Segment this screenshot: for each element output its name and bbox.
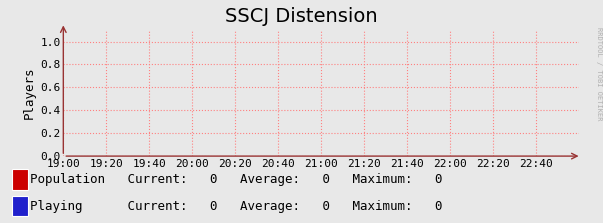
Text: Playing      Current:   0   Average:   0   Maximum:   0: Playing Current: 0 Average: 0 Maximum: 0	[30, 200, 442, 213]
Text: RRDTOOL / TOBI OETIKER: RRDTOOL / TOBI OETIKER	[596, 27, 602, 120]
Y-axis label: Players: Players	[23, 67, 36, 119]
Text: SSCJ Distension: SSCJ Distension	[225, 7, 378, 26]
Text: Population   Current:   0   Average:   0   Maximum:   0: Population Current: 0 Average: 0 Maximum…	[30, 173, 442, 186]
